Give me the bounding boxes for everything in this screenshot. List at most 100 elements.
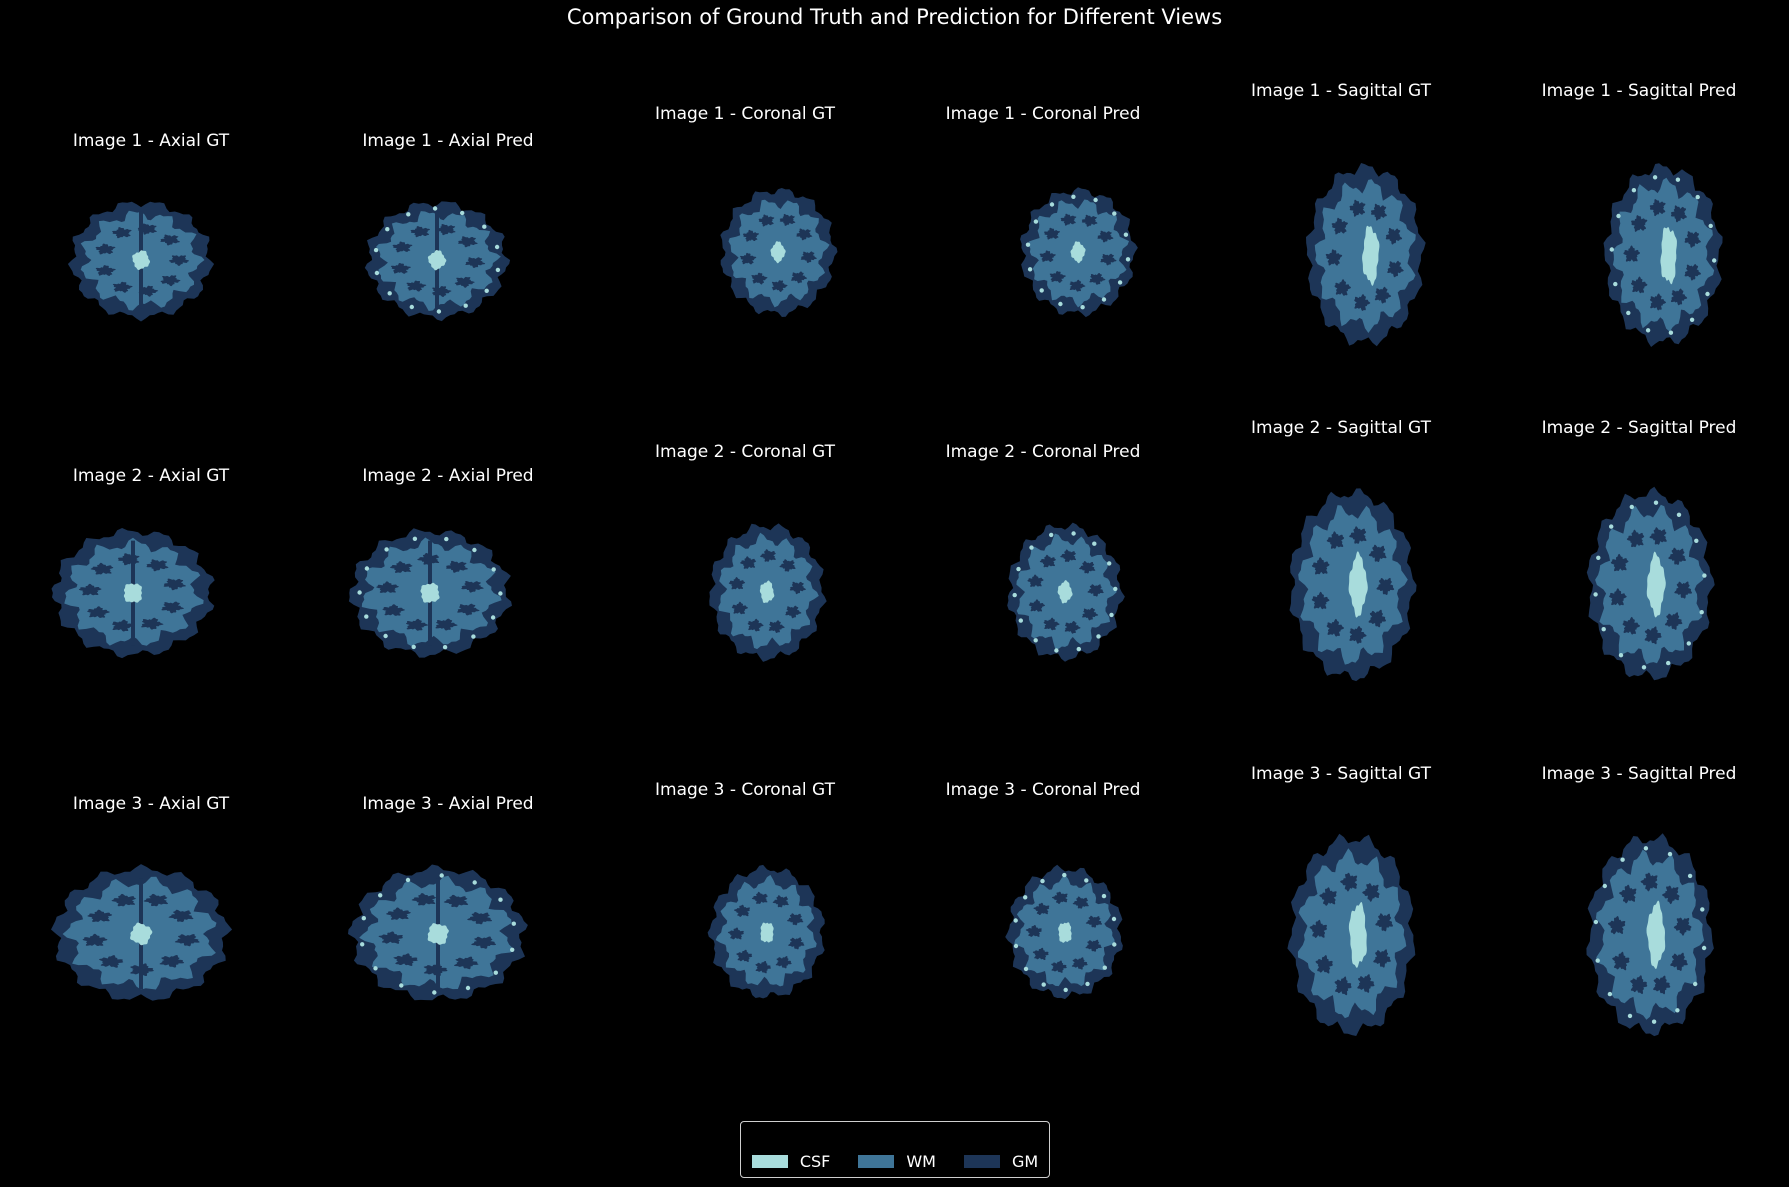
csf-speckle [1092, 541, 1097, 546]
brain-image3-sagittal-pred [1586, 833, 1714, 1037]
gray-matter-fold [768, 620, 785, 633]
gray-matter-fold [1082, 607, 1099, 621]
gray-matter-fold [751, 891, 768, 904]
gray-matter-fold [423, 963, 448, 976]
gray-matter-fold [392, 241, 413, 253]
csf-ventricle [420, 582, 440, 603]
csf-speckle [1025, 242, 1031, 247]
csf-speckle [1705, 291, 1710, 297]
csf-speckle [1096, 634, 1101, 639]
csf-speckle [1107, 561, 1112, 566]
csf-speckle [1117, 280, 1123, 285]
csf-speckle [1123, 232, 1129, 237]
csf-speckle [510, 947, 515, 952]
brain-image3-axial-pred [348, 864, 528, 1001]
gray-matter-fold [1085, 939, 1102, 952]
gray-matter-fold [138, 285, 159, 297]
csf-speckle [472, 547, 477, 553]
csf-speckle [373, 247, 379, 253]
brain-image2-sagittal-gt [1289, 488, 1417, 682]
csf-speckle [1016, 566, 1021, 572]
gray-matter-fold [458, 236, 478, 248]
csf-speckle [1601, 627, 1606, 632]
panel-title-image2-axial-pred: Image 2 - Axial Pred [362, 466, 534, 486]
gray-matter-fold [1626, 529, 1645, 548]
gray-matter-fold [1376, 577, 1395, 595]
gray-matter-fold [163, 578, 186, 591]
gray-matter-fold [1027, 574, 1044, 587]
gray-matter-fold [1051, 960, 1067, 973]
gray-matter-fold [1326, 531, 1345, 549]
gray-matter-fold [736, 949, 753, 962]
gray-matter-fold [1315, 955, 1333, 974]
panel-title-image3-sagittal-pred: Image 3 - Sagittal Pred [1541, 764, 1737, 784]
gray-matter-fold [1664, 612, 1683, 630]
csf-speckle [1593, 919, 1599, 925]
gray-matter-fold [82, 933, 108, 946]
gray-matter-fold [1309, 919, 1327, 938]
csf-speckle [1694, 538, 1699, 543]
gray-matter-fold [95, 265, 116, 276]
panel-title-image3-coronal-pred: Image 3 - Coronal Pred [945, 780, 1141, 800]
csf-speckle [1029, 545, 1034, 550]
gray-matter-fold [1674, 581, 1692, 599]
gray-matter-fold [1081, 214, 1098, 227]
csf-speckle [406, 212, 411, 217]
csf-speckle [1641, 665, 1647, 670]
gray-matter-fold [1025, 925, 1042, 937]
gray-matter-fold [393, 953, 418, 966]
gray-matter-fold [1319, 887, 1337, 906]
gray-matter-fold [168, 909, 194, 922]
panel-title-image2-sagittal-gt: Image 2 - Sagittal GT [1251, 418, 1431, 438]
gray-matter-fold [1060, 549, 1076, 562]
gray-matter-fold [1334, 976, 1352, 996]
gray-matter-fold [779, 213, 796, 226]
brain-image1-sagittal-gt [1306, 163, 1426, 347]
gray-matter-fold [1670, 952, 1688, 971]
csf-ventricle [1646, 551, 1666, 618]
gray-matter-fold [1612, 951, 1630, 971]
csf-speckle [1613, 281, 1618, 287]
csf-speckle [387, 291, 392, 296]
csf-speckle [1687, 873, 1693, 879]
csf-speckle [465, 985, 471, 991]
csf-speckle [1013, 943, 1019, 949]
gray-matter-fold [87, 606, 110, 618]
gray-matter-fold [1362, 883, 1380, 902]
csf-speckle [495, 267, 501, 273]
gray-matter-fold [1044, 227, 1060, 240]
csf-speckle [1653, 500, 1659, 505]
panel-title-image1-axial-pred: Image 1 - Axial Pred [362, 131, 534, 151]
csf-speckle [1607, 991, 1613, 997]
gray-matter-fold [446, 560, 468, 573]
brain-image2-axial-pred [348, 528, 512, 658]
gray-matter-fold [788, 937, 805, 950]
csf-speckle [384, 547, 389, 552]
gray-matter-fold [111, 893, 136, 907]
csf-ventricle [770, 241, 786, 264]
gray-matter-fold [760, 549, 776, 562]
gray-matter-fold [1334, 279, 1351, 296]
gray-matter-fold [1100, 253, 1117, 266]
gray-matter-fold [1354, 294, 1371, 311]
gray-matter-fold [467, 912, 492, 925]
csf-speckle [1012, 592, 1017, 598]
panel-title-image2-coronal-gt: Image 2 - Coronal GT [655, 442, 835, 462]
csf-speckle [1102, 965, 1107, 970]
panel-title-image3-axial-pred: Image 3 - Axial Pred [362, 794, 534, 814]
csf-speckle [1101, 297, 1107, 302]
csf-ventricle [123, 583, 142, 603]
csf-speckle [498, 897, 503, 902]
gray-matter-fold [112, 619, 135, 632]
gray-matter-fold [751, 272, 768, 285]
gray-matter-fold [1051, 891, 1068, 904]
csf-speckle [498, 591, 503, 596]
csf-speckle [374, 270, 380, 276]
gray-matter-fold [1349, 199, 1366, 217]
csf-speckle [482, 224, 487, 229]
gray-matter-fold [1060, 213, 1077, 226]
csf-speckle [1702, 573, 1707, 578]
csf-speckle [432, 990, 437, 995]
csf-speckle [436, 309, 442, 314]
gray-matter-fold [1049, 271, 1066, 283]
